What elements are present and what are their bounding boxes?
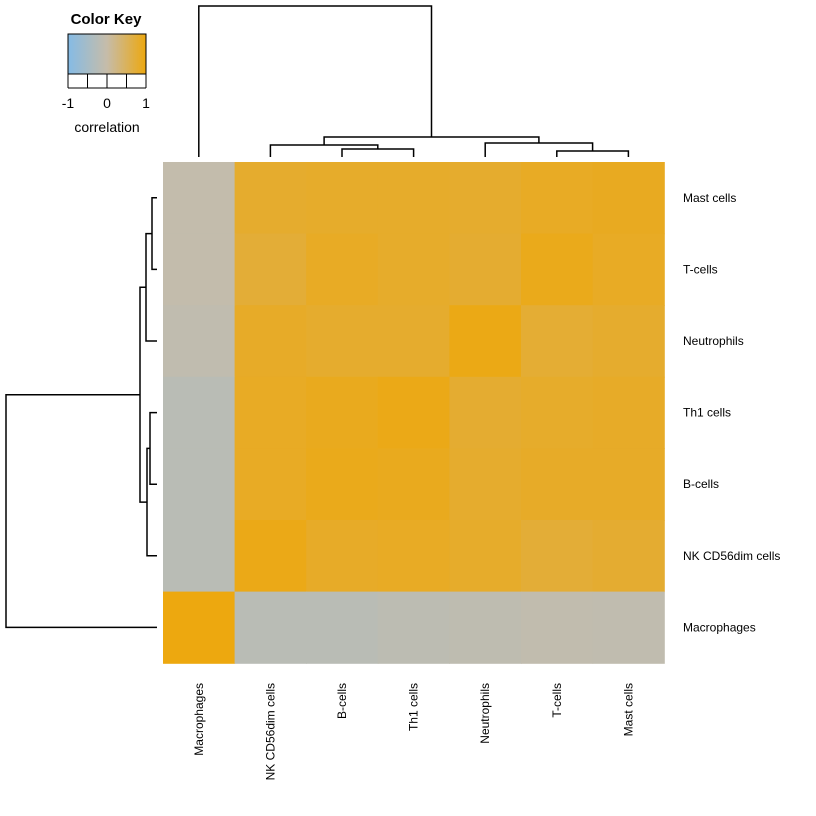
color-key-tick-label: -1	[62, 95, 75, 111]
heatmap-cell	[377, 591, 450, 664]
column-dendrogram-branch	[556, 150, 630, 157]
heatmap-cell	[521, 520, 594, 593]
heatmap-cell	[521, 591, 594, 664]
heatmap-cell	[163, 448, 236, 521]
row-labels: Mast cells T-cells Neutrophils Th1 cells B-c…	[683, 191, 780, 635]
color-key-title: Color Key	[71, 11, 143, 28]
column-label: Mast cells	[621, 683, 635, 736]
row-dendrogram-branch	[151, 197, 157, 271]
heatmap-cell	[306, 376, 379, 449]
column-dendrogram-branch	[484, 142, 594, 157]
heatmap-cell	[449, 305, 522, 378]
heatmap-cell	[234, 448, 307, 521]
column-dendrogram-branch	[323, 136, 540, 145]
heatmap-cell	[234, 376, 307, 449]
heatmap-cell	[377, 448, 450, 521]
heatmap-cell	[449, 520, 522, 593]
heatmap-cell	[306, 520, 379, 593]
heatmap-cell	[592, 520, 665, 593]
row-label: Macrophages	[683, 620, 756, 634]
heatmap-cell	[234, 233, 307, 306]
column-label: NK CD56dim cells	[263, 683, 277, 780]
column-dendrogram	[198, 5, 630, 157]
row-label: Th1 cells	[683, 406, 731, 420]
heatmap-cell	[163, 591, 236, 664]
heatmap-cell	[163, 162, 236, 235]
heatmap-cell	[592, 376, 665, 449]
column-dendrogram-branch	[269, 144, 379, 157]
row-label: NK CD56dim cells	[683, 549, 780, 563]
heatmap-cell	[163, 376, 236, 449]
heatmap-cells	[163, 162, 665, 664]
heatmap-cell	[163, 233, 236, 306]
heatmap-cell	[521, 162, 594, 235]
heatmap-cell	[449, 448, 522, 521]
column-label: Th1 cells	[407, 683, 421, 731]
heatmap-cell	[377, 305, 450, 378]
heatmap-cell	[306, 448, 379, 521]
column-dendrogram-branch	[341, 148, 415, 157]
heatmap-cell	[306, 591, 379, 664]
color-key-label: correlation	[74, 119, 139, 135]
column-label: Neutrophils	[478, 683, 492, 744]
column-label: Macrophages	[192, 683, 206, 756]
color-key: Color Key -1 0 1 correlation	[62, 11, 150, 135]
heatmap-cell	[449, 162, 522, 235]
row-dendrogram	[5, 197, 157, 629]
heatmap-cell	[306, 233, 379, 306]
row-label: Neutrophils	[683, 334, 744, 348]
heatmap-cell	[163, 520, 236, 593]
heatmap-cell	[449, 376, 522, 449]
row-dendrogram-branch	[5, 393, 157, 629]
heatmap-cell	[306, 305, 379, 378]
heatmap-cell	[163, 305, 236, 378]
heatmap-cell	[592, 233, 665, 306]
heatmap-cell	[449, 591, 522, 664]
heatmap-cell	[521, 376, 594, 449]
heatmap-cell	[592, 162, 665, 235]
heatmap-cell	[521, 448, 594, 521]
heatmap-cell	[521, 305, 594, 378]
heatmap-cell	[377, 162, 450, 235]
heatmap-cell	[377, 376, 450, 449]
row-dendrogram-branch	[146, 447, 157, 557]
column-label: B-cells	[335, 683, 349, 719]
heatmap-cell	[592, 591, 665, 664]
color-key-gradient	[67, 33, 147, 75]
heatmap-cell	[234, 162, 307, 235]
heatmap-cell	[306, 162, 379, 235]
heatmap-cell	[377, 520, 450, 593]
row-label: B-cells	[683, 477, 719, 491]
heatmap-cell	[449, 233, 522, 306]
heatmap-cell	[234, 591, 307, 664]
heatmap-cell	[377, 233, 450, 306]
column-dendrogram-branch	[198, 5, 433, 157]
color-key-tick-label: 1	[142, 95, 150, 111]
heatmap-cell	[234, 305, 307, 378]
heatmap-cell	[592, 448, 665, 521]
color-key-ticks: -1 0 1	[62, 74, 150, 111]
column-labels: Macrophages NK CD56dim cells B-cells Th1 ce…	[192, 683, 636, 780]
row-label: Mast cells	[683, 191, 736, 205]
heatmap-cell	[521, 233, 594, 306]
row-dendrogram-branch	[149, 411, 157, 485]
row-label: T-cells	[683, 262, 718, 276]
heatmap-cell	[592, 305, 665, 378]
heatmap-cell	[234, 520, 307, 593]
color-key-tick-label: 0	[103, 95, 111, 111]
column-label: T-cells	[550, 683, 564, 718]
